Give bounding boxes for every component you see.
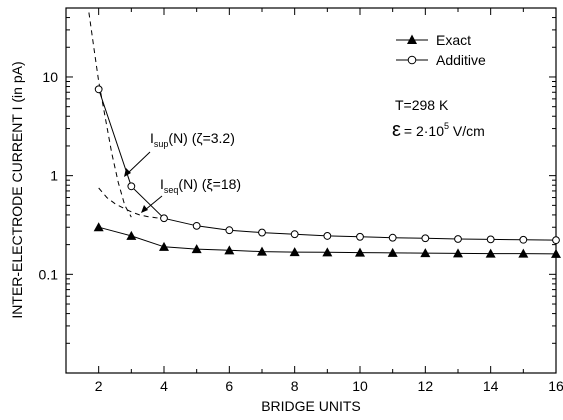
x-tick-label: 4 [160, 378, 168, 394]
seq-sub: seq [164, 185, 179, 195]
data-point-additive [421, 234, 430, 243]
data-point-exact [551, 248, 561, 258]
data-point-additive [94, 85, 103, 94]
legend-marker-additive [407, 55, 417, 65]
field-prefix: = 2·10 [404, 123, 444, 139]
sup-sub: sup [154, 139, 169, 149]
data-point-exact [518, 248, 529, 258]
x-tick-label: 12 [418, 378, 434, 394]
data-point-additive [388, 233, 397, 242]
data-point-exact [93, 222, 104, 232]
seq-arrow [144, 195, 163, 211]
y-axis-ticks: 0.1 1 10 [39, 7, 556, 374]
seq-arrow-head [141, 205, 148, 213]
sup-main: I [150, 130, 154, 146]
data-point-additive [258, 228, 266, 237]
sup-arrow-head [124, 168, 131, 177]
y-tick-label: 0.1 [39, 266, 59, 282]
x-tick-label: 16 [548, 378, 563, 394]
data-point-exact [387, 247, 398, 257]
y-tick-label: 10 [42, 69, 58, 85]
data-point-exact [485, 248, 496, 258]
legend: Exact Additive [396, 32, 486, 68]
x-axis-label: BRIDGE UNITS [261, 398, 361, 414]
legend-label-exact: Exact [436, 32, 471, 48]
data-point-exact [322, 247, 333, 257]
fit-curves [88, 12, 165, 219]
fit-curve [88, 12, 132, 218]
data-point-exact [159, 241, 169, 251]
x-tick-label: 10 [352, 378, 368, 394]
x-tick-label: 6 [225, 378, 233, 394]
data-point-additive [290, 230, 299, 239]
sup-arrow [127, 151, 151, 174]
data-point-additive [519, 235, 528, 244]
data-point-exact [257, 246, 267, 256]
field-exponent: 5 [444, 121, 449, 131]
y-axis-label: INTER-ELECTRODE CURRENT I (in pA) [9, 61, 25, 318]
field-symbol: ε [392, 119, 401, 141]
seq-annotation: Iseq(N) (ξ=18) [160, 176, 241, 195]
legend-marker-exact [407, 34, 417, 44]
fit-curve [98, 187, 165, 219]
x-tick-label: 14 [483, 378, 499, 394]
data-point-additive [192, 221, 201, 230]
data-point-additive [552, 236, 560, 245]
data-point-additive [127, 182, 136, 191]
data-point-additive [160, 214, 168, 223]
data-point-exact [289, 247, 300, 257]
legend-label-additive: Additive [436, 52, 486, 68]
y-tick-label: 1 [50, 168, 58, 184]
data-point-additive [323, 232, 332, 240]
x-tick-label: 2 [95, 378, 103, 394]
data-point-exact [453, 248, 463, 258]
data-point-exact [191, 244, 202, 254]
sup-annotation: Isup(N) (ζ=3.2) [150, 130, 235, 149]
x-tick-label: 8 [291, 378, 299, 394]
data-point-additive [356, 232, 364, 241]
data-point-exact [224, 245, 235, 255]
data-point-exact [126, 230, 137, 240]
temperature-annotation: T=298 K [395, 97, 449, 113]
data-point-exact [420, 248, 431, 258]
data-point-exact [355, 247, 365, 257]
data-series [93, 85, 561, 258]
data-point-additive [454, 235, 462, 243]
field-unit: V/cm [449, 123, 485, 139]
x-axis-ticks: 2 4 6 8 10 12 14 16 [65, 8, 563, 394]
data-point-additive [225, 226, 234, 235]
field-annotation: ε = 2·105 V/cm [392, 119, 485, 141]
sup-rest: (N) (ζ=3.2) [168, 130, 234, 146]
seq-main: I [160, 176, 164, 192]
data-point-additive [486, 235, 495, 244]
seq-rest: (N) (ξ=18) [178, 176, 241, 192]
